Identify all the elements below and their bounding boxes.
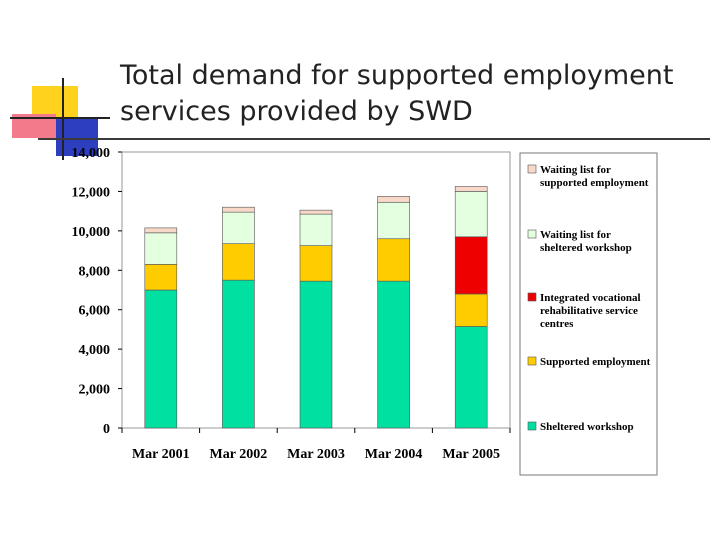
legend-label: Sheltered workshop (540, 421, 634, 433)
legend-label: Integrated vocational (540, 292, 641, 304)
title-divider (38, 138, 710, 140)
legend-label: centres (540, 318, 574, 330)
legend-label: Waiting list for (540, 164, 611, 176)
legend-label: rehabilitative service (540, 305, 638, 317)
legend-label: Waiting list for (540, 229, 611, 241)
legend-label: sheltered workshop (540, 242, 632, 254)
bar-segment (377, 238, 410, 282)
bar-segment (299, 209, 333, 215)
x-tick-label: Mar 2004 (365, 447, 423, 462)
x-tick-label: Mar 2002 (210, 447, 268, 462)
legend-swatch (527, 292, 537, 302)
y-tick-label: 4,000 (79, 343, 111, 358)
y-tick-label: 6,000 (79, 304, 111, 319)
legend-box (519, 152, 658, 476)
bar-segment (222, 206, 255, 213)
legend-swatch (527, 229, 537, 239)
bar-segment (144, 264, 178, 291)
legend-swatch (527, 356, 537, 366)
slide-title: Total demand for supported employment se… (120, 58, 710, 130)
bar-segment (454, 186, 488, 192)
bars (144, 186, 488, 429)
slide-title-line-2: services provided by SWD (120, 96, 473, 127)
x-tick-label: Mar 2001 (132, 447, 190, 462)
bar-segment (222, 243, 255, 281)
bar-segment (222, 211, 255, 244)
bar-segment (377, 280, 410, 429)
x-tick-label: Mar 2003 (287, 447, 345, 462)
legend-label: supported employment (540, 177, 649, 189)
slide-title-line-1: Total demand for supported employment (120, 60, 674, 91)
bar-segment (299, 245, 333, 282)
bar-segment (144, 227, 178, 234)
legend-label: Supported employment (540, 356, 651, 368)
bar-segment (454, 326, 488, 429)
y-axis: 0 2,000 4,000 6,000 8,000 10,000 12,000 14,000 (72, 146, 122, 437)
bar-segment (454, 293, 488, 327)
x-axis: Mar 2001 Mar 2002 Mar 2003 Mar 2004 Mar 2005 (121, 428, 511, 462)
bar-segment (377, 201, 410, 240)
deco-vertical-line (62, 78, 64, 160)
y-tick-label: 10,000 (72, 225, 111, 240)
bar-segment (144, 289, 178, 429)
bar-segment (144, 232, 178, 265)
legend-swatch (527, 421, 537, 431)
x-tick-label: Mar 2005 (442, 447, 500, 462)
bar-segment (377, 196, 410, 203)
y-tick-label: 12,000 (72, 185, 111, 200)
y-tick-label: 0 (103, 422, 110, 437)
y-tick-label: 8,000 (79, 264, 111, 279)
bar-segment (454, 191, 488, 238)
bar-segment (454, 236, 488, 295)
bar-segment (222, 279, 255, 429)
legend-swatch (527, 164, 537, 174)
deco-horizontal-line (10, 117, 110, 119)
y-tick-label: 2,000 (79, 383, 111, 398)
y-tick-label: 14,000 (72, 146, 111, 161)
bar-segment (299, 280, 333, 429)
bar-segment (299, 213, 333, 246)
